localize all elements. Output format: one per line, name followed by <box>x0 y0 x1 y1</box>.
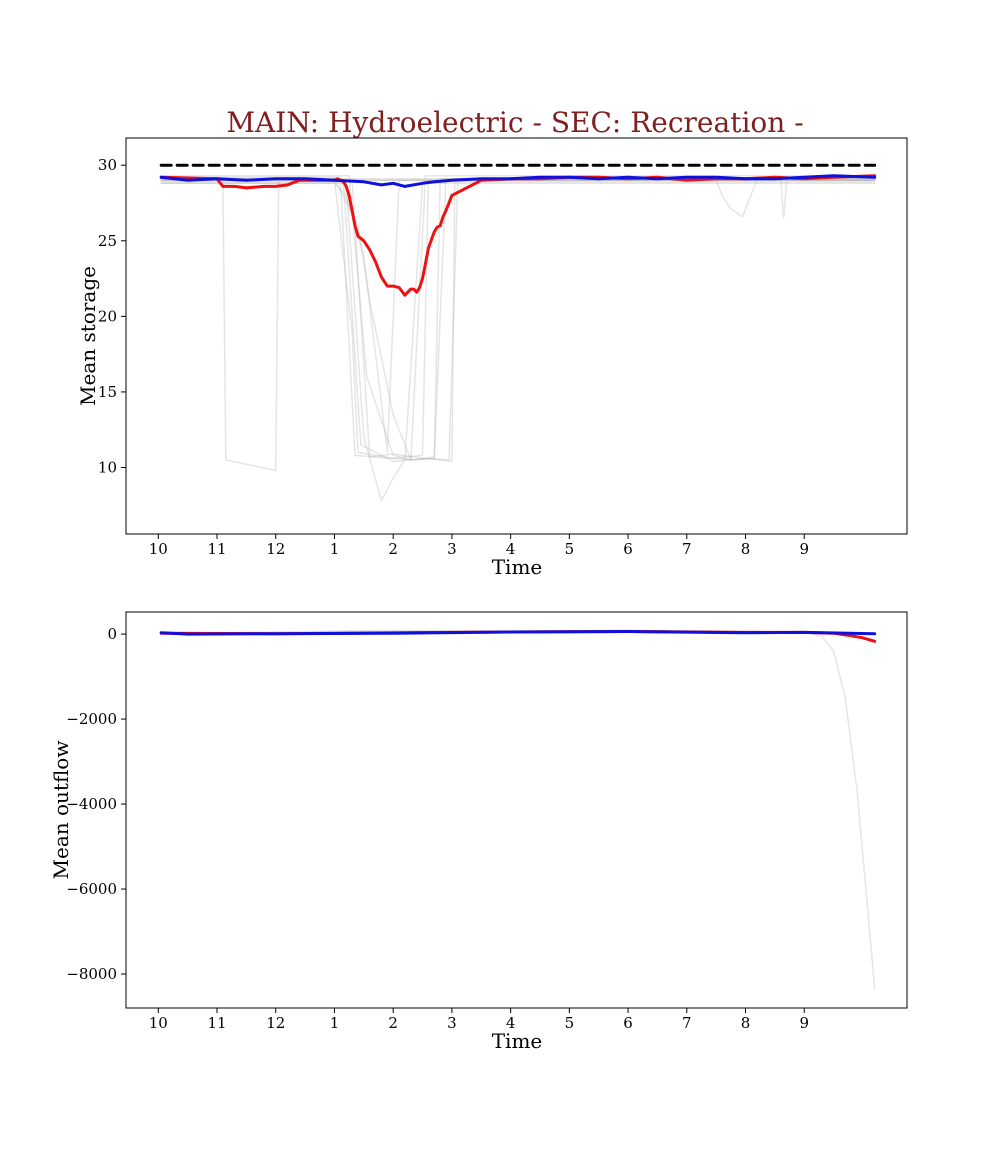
x-tick-label: 4 <box>506 1014 516 1032</box>
y-tick-label: 0 <box>107 625 117 643</box>
blue-mean-series-line <box>159 630 877 636</box>
x-tick-label: 6 <box>623 540 633 558</box>
ensemble-series-line <box>160 179 876 460</box>
y-tick-label: 25 <box>98 232 117 250</box>
x-tick-label: 11 <box>207 1014 226 1032</box>
y-tick-label: −4000 <box>66 795 117 813</box>
blue-mean-series-line <box>159 174 877 188</box>
ensemble-series-line <box>160 175 876 461</box>
x-tick-label: 1 <box>330 540 340 558</box>
outflow-x-axis-label: Time <box>492 1029 543 1053</box>
x-tick-label: 1 <box>330 1014 340 1032</box>
x-tick-label: 3 <box>447 1014 457 1032</box>
x-tick-label: 10 <box>149 540 168 558</box>
ensemble-series-line <box>160 176 876 461</box>
y-tick-label: −2000 <box>66 710 117 728</box>
x-tick-label: 4 <box>506 540 516 558</box>
x-tick-label: 8 <box>741 1014 751 1032</box>
x-tick-label: 6 <box>623 1014 633 1032</box>
outflow-panel: 10 11 12 1 2 3 4 5 6 7 8 90−2000−4000−6000−8000 <box>66 611 908 1032</box>
red-series-line <box>159 174 877 297</box>
x-tick-label: 12 <box>266 1014 285 1032</box>
x-tick-label: 5 <box>565 540 575 558</box>
y-tick-label: 30 <box>98 156 117 174</box>
plot-frame <box>125 137 908 535</box>
ensemble-series-line <box>160 178 876 461</box>
storage-x-axis-label: Time <box>492 555 543 579</box>
x-tick-label: 10 <box>149 1014 168 1032</box>
plot-frame <box>125 611 908 1009</box>
y-tick-label: 20 <box>98 307 117 325</box>
y-tick-label: 15 <box>98 383 117 401</box>
x-tick-label: 9 <box>799 1014 809 1032</box>
outflow-y-axis-label: Mean outflow <box>49 741 73 880</box>
x-tick-label: 11 <box>207 540 226 558</box>
x-tick-label: 2 <box>388 1014 398 1032</box>
y-tick-label: −6000 <box>66 880 117 898</box>
ensemble-series-line <box>160 178 876 218</box>
x-tick-label: 9 <box>799 540 809 558</box>
x-tick-label: 5 <box>565 1014 575 1032</box>
ensemble-series-line <box>160 179 876 463</box>
x-tick-label: 8 <box>741 540 751 558</box>
ensemble-series-line <box>160 179 876 454</box>
ensemble-series-line <box>160 178 876 219</box>
x-tick-label: 7 <box>682 1014 692 1032</box>
ensemble-series-line <box>160 179 876 472</box>
y-tick-label: 10 <box>98 458 117 476</box>
y-tick-label: −8000 <box>66 965 117 983</box>
ensemble-series-line <box>160 181 876 461</box>
storage-y-axis-label: Mean storage <box>76 266 100 406</box>
x-tick-label: 7 <box>682 540 692 558</box>
chart-title: MAIN: Hydroelectric - SEC: Recreation - <box>226 106 803 139</box>
x-tick-label: 3 <box>447 540 457 558</box>
x-tick-label: 2 <box>388 540 398 558</box>
ensemble-series-line <box>160 182 876 502</box>
x-tick-label: 12 <box>266 540 285 558</box>
ensemble-series-line <box>160 629 876 990</box>
